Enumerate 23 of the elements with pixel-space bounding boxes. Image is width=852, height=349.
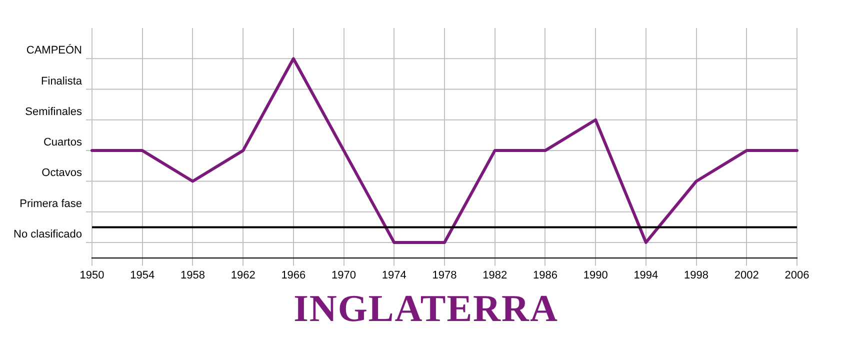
- x-tick-label: 1958: [180, 269, 205, 282]
- text: No clasificado: [14, 228, 82, 241]
- x-tick-label: 1962: [230, 269, 256, 282]
- x-tick-label: 1974: [382, 269, 406, 282]
- x-tick-label: 1954: [130, 269, 155, 282]
- text: Semifinales: [25, 106, 82, 118]
- text: Octavos: [42, 167, 82, 180]
- text: Cuartos: [43, 136, 82, 149]
- x-tick-label: 1970: [332, 269, 356, 282]
- x-tick-label: 1978: [432, 269, 457, 282]
- x-tick-label: 1982: [482, 269, 508, 282]
- x-tick-label: 2006: [784, 269, 810, 282]
- x-tick-label: 1966: [281, 269, 306, 282]
- x-tick-label: 1998: [684, 269, 709, 282]
- x-tick-label: 2002: [734, 269, 759, 282]
- text: Primera fase: [20, 198, 82, 210]
- x-tick-label: 1990: [583, 269, 608, 282]
- x-tick-label: 1986: [532, 269, 558, 282]
- text: CAMPEÓN: [26, 44, 82, 57]
- x-tick-label: 1994: [634, 269, 658, 282]
- x-tick-label: 1950: [80, 269, 104, 282]
- text: INGLATERRA: [292, 287, 560, 331]
- text: Finalista: [41, 75, 83, 88]
